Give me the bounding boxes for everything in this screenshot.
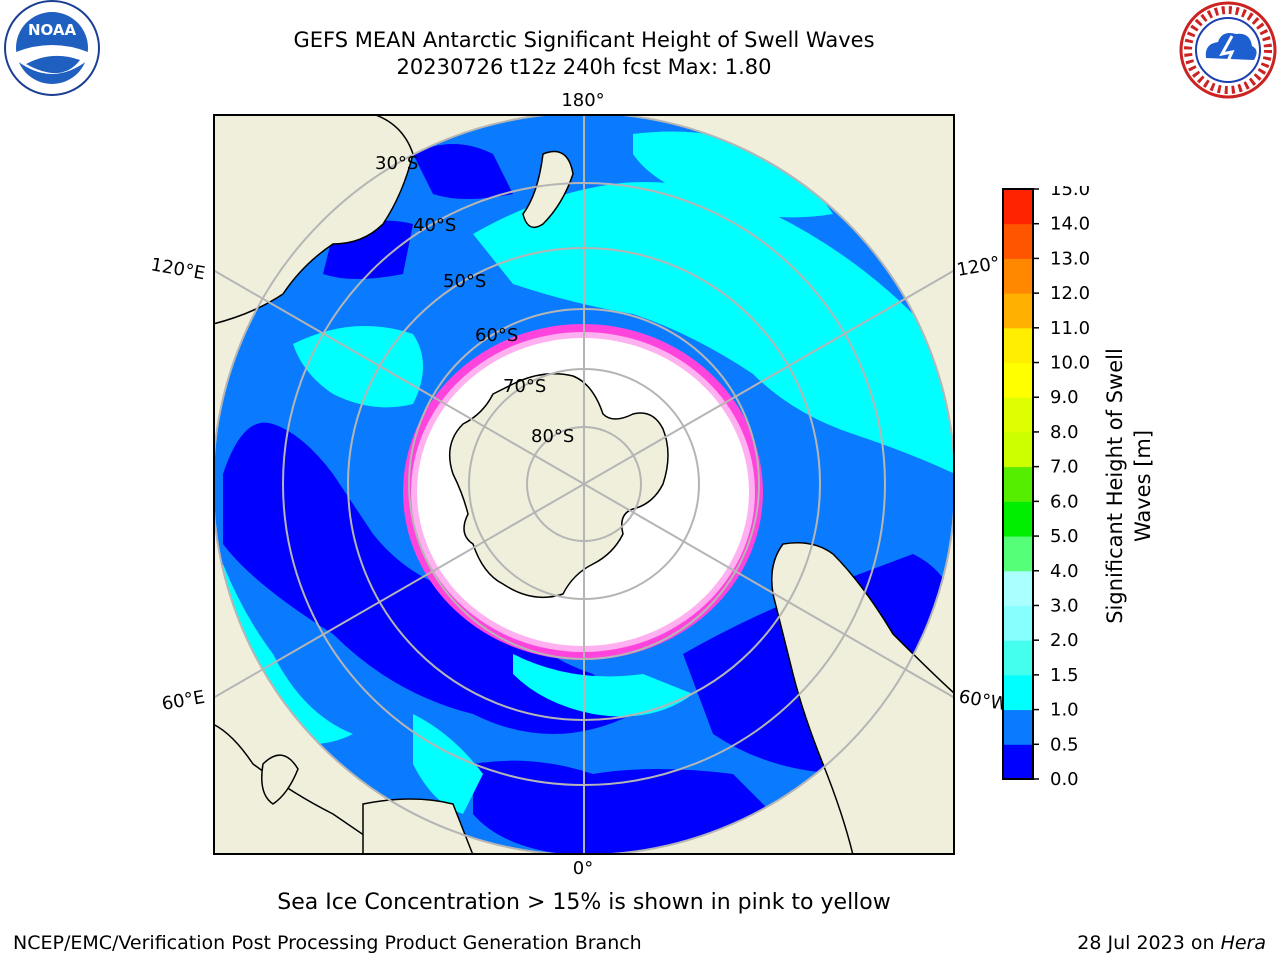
colorbar-tick-label: 2.0 <box>1050 630 1079 651</box>
colorbar-swatch <box>1003 501 1033 537</box>
credit-host: Hera <box>1220 932 1266 954</box>
madagascar-land <box>261 754 299 805</box>
meridian-gridlines <box>213 114 955 855</box>
colorbar-border <box>1002 188 1034 780</box>
colorbar-tick-label: 8.0 <box>1050 422 1079 443</box>
credit-date: 28 Jul 2023 on <box>1077 932 1221 954</box>
colorbar-swatch <box>1003 674 1033 711</box>
colorbar-label-line1: Significant Height of Swell <box>1103 348 1127 624</box>
colorbar: 0.0 0.5 1.0 1.5 2.0 3.0 4.0 5.0 6.0 7.0 8.0 9.0 10.0… <box>1002 186 1155 786</box>
colorbar-swatch <box>1003 327 1033 364</box>
colorbar-swatch <box>1003 258 1033 294</box>
swell-low-region <box>413 144 513 199</box>
swell-low-region <box>473 760 773 855</box>
colorbar-swatch <box>1003 362 1033 398</box>
colorbar-swatch <box>1003 536 1033 572</box>
meridian-label-60e: 60°E <box>160 687 206 715</box>
colorbar-tick-label: 5.0 <box>1050 526 1079 547</box>
australia-land <box>213 114 414 325</box>
colorbar-label-line2: Waves [m] <box>1131 430 1155 542</box>
colorbar-tick-label: 11.0 <box>1050 318 1090 339</box>
swell-moderate-region <box>513 654 693 717</box>
parallel-label-80s: 80°S <box>531 426 574 447</box>
colorbar-swatch <box>1003 744 1033 780</box>
colorbar-swatches <box>1003 189 1033 780</box>
colorbar-ticks: 0.0 0.5 1.0 1.5 2.0 3.0 4.0 5.0 6.0 7.0 8.0 9.0 10.0… <box>1033 186 1090 786</box>
colorbar-swatch <box>1003 640 1033 676</box>
colorbar-tick-label: 7.0 <box>1050 457 1079 478</box>
colorbar-swatch <box>1003 570 1033 606</box>
antarctica-land <box>448 373 669 599</box>
parallel-label-60s: 60°S <box>475 325 518 346</box>
parallel-label-70s: 70°S <box>503 376 546 397</box>
colorbar-tick-label: 13.0 <box>1050 248 1090 269</box>
noaa-logo-icon: NOAA <box>4 0 100 96</box>
polar-map: 30°S 40°S 50°S 60°S 70°S 80°S <box>213 114 955 855</box>
swell-moderate-region <box>413 714 483 814</box>
swell-low-region <box>223 422 633 734</box>
colorbar-swatch <box>1003 223 1033 259</box>
parallel-label-50s: 50°S <box>443 271 486 292</box>
meridian-label-120e: 120°E <box>149 254 207 284</box>
credit-left: NCEP/EMC/Verification Post Processing Pr… <box>13 932 642 954</box>
colorbar-tick-label: 3.0 <box>1050 595 1079 616</box>
colorbar-swatch <box>1003 189 1033 225</box>
map-border <box>213 114 955 855</box>
colorbar-tick-label: 4.0 <box>1050 561 1079 582</box>
new-zealand-land <box>522 150 574 229</box>
swell-moderate-region <box>633 131 833 218</box>
colorbar-tick-label: 6.0 <box>1050 491 1079 512</box>
chart-title: GEFS MEAN Antarctic Significant Height o… <box>293 28 875 52</box>
parallel-label-30s: 30°S <box>375 153 418 174</box>
colorbar-swatch <box>1003 466 1033 502</box>
meridian-label-180: 180° <box>561 90 604 111</box>
colorbar-tick-label: 0.0 <box>1050 769 1079 786</box>
credit-right: 28 Jul 2023 on Hera <box>1077 932 1266 954</box>
colorbar-swatch <box>1003 397 1033 433</box>
colorbar-tick-label: 12.0 <box>1050 283 1090 304</box>
chart-subtitle: 20230726 t12z 240h fcst Max: 1.80 <box>396 55 772 79</box>
nws-logo-icon <box>1179 1 1277 99</box>
colorbar-tick-label: 15.0 <box>1050 186 1090 200</box>
colorbar-tick-label: 9.0 <box>1050 387 1079 408</box>
colorbar-tick-label: 1.5 <box>1050 665 1079 686</box>
colorbar-tick-label: 14.0 <box>1050 214 1090 235</box>
swell-moderate-region <box>293 326 423 408</box>
southern-africa-land <box>362 798 474 855</box>
colorbar-swatch <box>1003 293 1033 329</box>
colorbar-tick-label: 10.0 <box>1050 353 1090 374</box>
colorbar-tick-label: 1.0 <box>1050 700 1079 721</box>
meridian-label-0: 0° <box>573 858 593 879</box>
noaa-logo-text: NOAA <box>28 21 77 39</box>
parallel-label-40s: 40°S <box>413 215 456 236</box>
sea-ice-note: Sea Ice Concentration > 15% is shown in … <box>277 890 891 915</box>
colorbar-swatch <box>1003 605 1033 641</box>
colorbar-tick-label: 0.5 <box>1050 734 1079 755</box>
swell-moderate-region <box>473 182 955 474</box>
colorbar-swatch <box>1003 431 1033 468</box>
colorbar-swatch <box>1003 709 1033 745</box>
meridian-label-120w: 120° <box>955 253 1001 281</box>
